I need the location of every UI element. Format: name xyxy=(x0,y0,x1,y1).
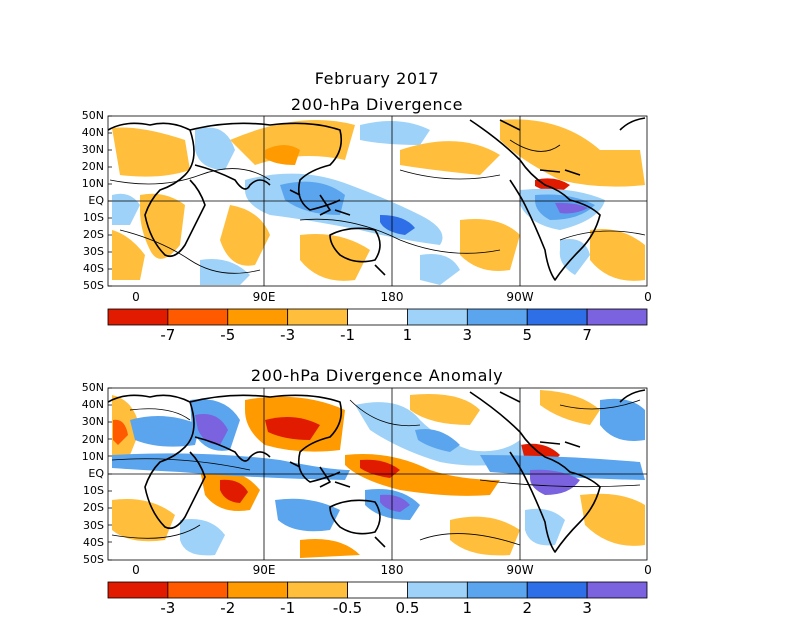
panel1-title: 200-hPa Divergence xyxy=(290,95,464,114)
panel1-lon-label: 0 xyxy=(132,290,140,304)
panel2-lat-label: EQ xyxy=(88,467,104,480)
panel2-colorbar-label: -0.5 xyxy=(332,599,363,617)
panel1-lat-label: 40S xyxy=(83,262,104,275)
panel2-colorbar-swatch xyxy=(466,581,528,599)
panel1-lat-label: 20S xyxy=(83,228,104,241)
panel1-lat-label: EQ xyxy=(88,194,104,207)
panel1-colorbar-label: -7 xyxy=(160,326,176,344)
panel2-colorbar-swatch xyxy=(347,581,408,599)
panel1-lat-label: 50N xyxy=(81,109,104,122)
panel1-lat-label: 30N xyxy=(81,143,104,156)
panel2-colorbar-swatch xyxy=(526,581,588,599)
panel1-colorbar-swatch xyxy=(347,308,408,326)
panel1-colorbar-swatch xyxy=(227,308,289,326)
panel2-colorbar-swatch xyxy=(407,581,468,599)
panel1-colorbar-label: 1 xyxy=(402,326,413,344)
panel2-title: 200-hPa Divergence Anomaly xyxy=(250,366,504,385)
panel2-colorbar-swatch xyxy=(227,581,289,599)
panel1-lat-label: 30S xyxy=(83,245,104,258)
panel2-lat-label: 30S xyxy=(83,518,104,532)
panel1-colorbar-label: 3 xyxy=(462,326,473,344)
page-title: February 2017 xyxy=(314,69,440,88)
panel2-lat-label: 30N xyxy=(81,415,104,429)
panel2-lon-label: 90W xyxy=(506,563,534,577)
panel2-colorbar-swatch xyxy=(107,581,169,599)
map-ticks xyxy=(108,115,112,561)
panel2-lon-label: 180 xyxy=(380,563,404,577)
panel2-lat-label: 50S xyxy=(83,553,104,566)
panel1-lon-label: 90E xyxy=(252,290,276,304)
panel2-colorbar-label: 0.5 xyxy=(395,599,420,617)
panel2-colorbar-label: -3 xyxy=(160,599,176,617)
panel1-lat-label: 20N xyxy=(81,160,104,173)
panel2-lat-label: 10N xyxy=(81,449,104,463)
panel2-colorbar xyxy=(107,581,648,599)
panel1-lat-label: 50S xyxy=(83,279,104,292)
panel1-colorbar-label: -5 xyxy=(220,326,236,344)
panel1-lon-label: 180 xyxy=(380,290,404,304)
panel1-colorbar-label: -1 xyxy=(340,326,356,344)
panel2-colorbar-label: 2 xyxy=(522,599,532,617)
panel1-colorbar-label: 7 xyxy=(582,326,592,344)
panel1-lat-label: 10S xyxy=(83,211,104,224)
panel1-lon-label: 90W xyxy=(506,290,534,304)
panel2-colorbar-swatch xyxy=(586,581,648,599)
panel2-lon-label: 90E xyxy=(252,563,276,577)
panel1-colorbar-swatch xyxy=(167,308,229,326)
panel2-lat-label: 20N xyxy=(81,432,104,446)
panel2-lon-label: 0 xyxy=(132,563,140,577)
panel2-lon-label: 0 xyxy=(644,563,652,577)
panel2-colorbar-swatch xyxy=(287,581,348,599)
panel1-colorbar-swatch xyxy=(107,308,169,326)
panel1-colorbar-swatch xyxy=(466,308,528,326)
panel1-colorbar-swatch xyxy=(526,308,588,326)
panel1-colorbar-label: -3 xyxy=(280,326,296,344)
panel2-lat-label: 40N xyxy=(81,398,104,412)
panel2-lat-label: 20S xyxy=(83,501,104,515)
panel2-lat-label: 10S xyxy=(83,484,104,498)
panel1-colorbar-swatch xyxy=(407,308,468,326)
panel1-colorbar-label: 5 xyxy=(522,326,532,344)
panel1-colorbar-swatch xyxy=(586,308,648,326)
panel2-colorbar-label: 3 xyxy=(582,599,592,617)
panel1-colorbar-swatch xyxy=(287,308,348,326)
panel2-colorbar-swatch xyxy=(167,581,229,599)
panel2-colorbar-label: 1 xyxy=(462,599,473,617)
panel1-lat-label: 10N xyxy=(81,177,104,190)
panel2-lat-label: 50N xyxy=(81,381,104,394)
panel1-lon-label: 0 xyxy=(644,290,652,304)
panel1-lat-label: 40N xyxy=(81,126,104,139)
panel1-colorbar xyxy=(107,308,648,326)
panel2-colorbar-label: -2 xyxy=(220,599,236,617)
panel2-lat-label: 40S xyxy=(83,535,104,549)
panel2-colorbar-label: -1 xyxy=(280,599,296,617)
